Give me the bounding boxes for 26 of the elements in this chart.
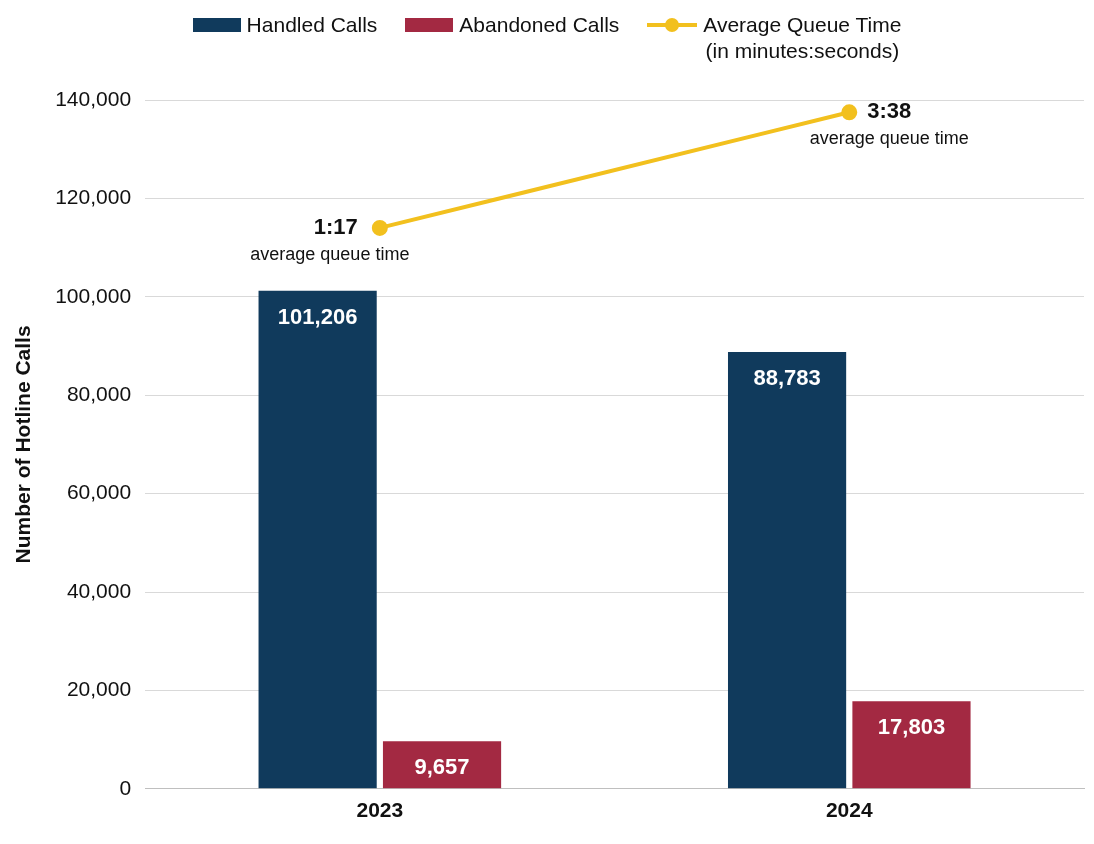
data-label: 17,803 (877, 714, 946, 740)
y-tick-label: 60,000 (66, 480, 132, 504)
data-label: 88,783 (753, 365, 821, 391)
data-label: 9,657 (414, 754, 470, 780)
y-tick-label: 80,000 (66, 382, 132, 405)
annotation: average queue time (809, 128, 969, 149)
bar (852, 701, 971, 789)
data-label: 3:38 (867, 98, 912, 124)
bar (382, 741, 502, 789)
legend-label: Handled Calls (246, 12, 378, 38)
legend-label: Abandoned Calls (459, 12, 620, 38)
annotation: average queue time (250, 243, 410, 264)
y-tick-label: 40,000 (66, 578, 132, 602)
y-axis-title: Number of Hotline Calls (11, 325, 35, 564)
data-label: 1:17 (313, 213, 358, 239)
y-tick-label: 20,000 (66, 677, 132, 701)
legend-label: Average Queue Time (in minutes:seconds) (703, 12, 902, 64)
bar (258, 290, 377, 789)
y-tick-label: 140,000 (55, 86, 132, 110)
y-tick-label: 0 (119, 775, 132, 799)
bar (727, 351, 847, 789)
x-tick-label: 2023 (356, 798, 404, 822)
data-label: 101,206 (277, 303, 358, 329)
y-tick-label: 100,000 (55, 283, 132, 307)
x-tick-label: 2024 (825, 798, 873, 822)
y-tick-label: 120,000 (55, 185, 132, 209)
